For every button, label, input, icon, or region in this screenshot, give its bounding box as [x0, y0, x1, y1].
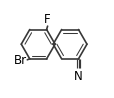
- Text: F: F: [44, 13, 51, 26]
- Text: Br: Br: [14, 54, 27, 67]
- Text: N: N: [74, 70, 82, 83]
